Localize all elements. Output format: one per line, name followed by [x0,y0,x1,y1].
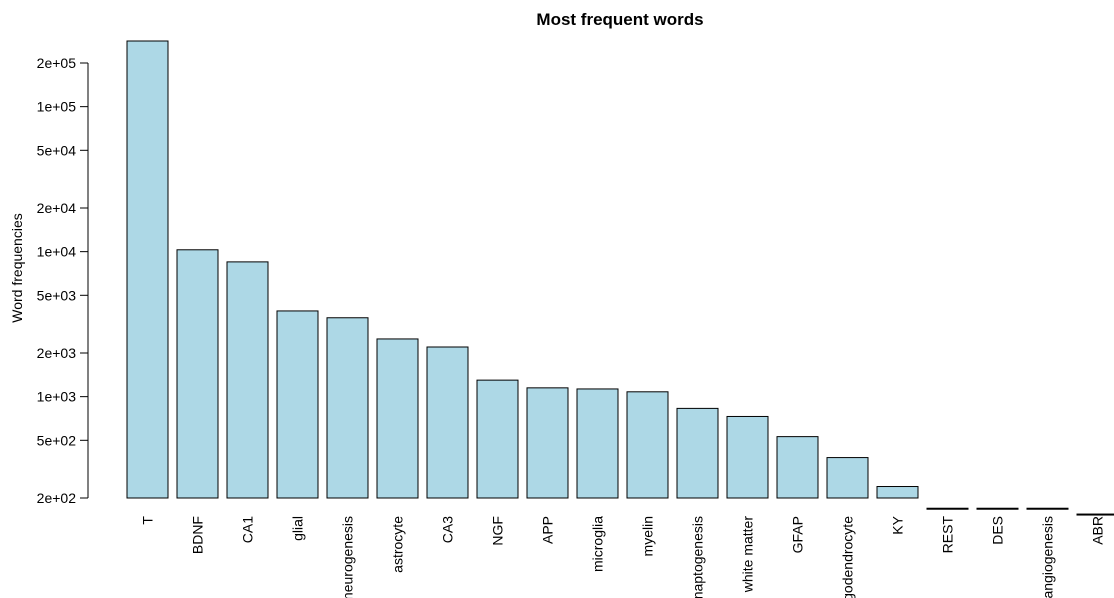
y-tick-label: 2e+05 [37,55,77,71]
x-tick-label: myelin [640,516,656,556]
x-tick-label: DES [990,516,1006,545]
x-tick-label: T [140,516,156,525]
y-tick-label: 5e+04 [37,142,77,158]
x-tick-label: REST [940,516,956,554]
bar [976,507,1019,510]
x-tick-label: BDNF [190,516,206,554]
bar [626,391,669,499]
x-axis-labels: T BDNF CA1 glial neurogenesis astrocyte CA3 NGF… [140,515,1106,598]
x-tick-label: white matter [740,516,756,594]
x-tick-label: synaptogenesis [690,516,706,598]
chart-title: Most frequent words [536,10,703,29]
x-tick-label: GFAP [790,516,806,553]
bar [1026,507,1069,510]
y-tick-label: 1e+05 [37,99,77,115]
y-tick-label: 2e+03 [37,345,77,361]
bar [126,40,169,499]
y-axis-ticks: 2e+02 5e+02 1e+03 2e+03 5e+03 1e+04 2e+04 5e+04… [37,55,88,506]
bar [376,338,419,499]
bar [176,249,219,499]
x-tick-label: ABR [1090,516,1106,545]
bar [1076,513,1114,516]
y-tick-label: 2e+04 [37,200,77,216]
x-tick-label: neurogenesis [340,516,356,598]
bar [326,317,369,499]
bar [926,507,969,510]
bar [776,436,819,499]
x-tick-label: APP [540,516,556,544]
bar [476,379,519,499]
y-tick-label: 5e+03 [37,287,77,303]
x-tick-label: CA1 [240,516,256,543]
y-axis-label: Word frequencies [9,213,25,322]
x-tick-label: CA3 [440,516,456,543]
bar [676,407,719,499]
bar [826,457,869,499]
x-tick-label: glial [290,516,306,541]
bar [726,415,769,499]
bars [126,40,1114,516]
y-tick-label: 5e+02 [37,432,77,448]
bar [426,346,469,499]
x-tick-label: angiogenesis [1040,516,1056,598]
x-tick-label: oligodendrocyte [840,516,856,598]
bar [576,388,619,499]
bar [276,310,319,499]
x-tick-label: KY [890,515,906,534]
y-tick-label: 1e+04 [37,244,77,260]
y-tick-label: 2e+02 [37,490,77,506]
x-tick-label: microglia [590,516,606,572]
bar [226,261,269,499]
bar [526,387,569,499]
x-tick-label: NGF [490,516,506,546]
x-tick-label: astrocyte [390,516,406,573]
y-tick-label: 1e+03 [37,389,77,405]
bar [876,486,919,499]
